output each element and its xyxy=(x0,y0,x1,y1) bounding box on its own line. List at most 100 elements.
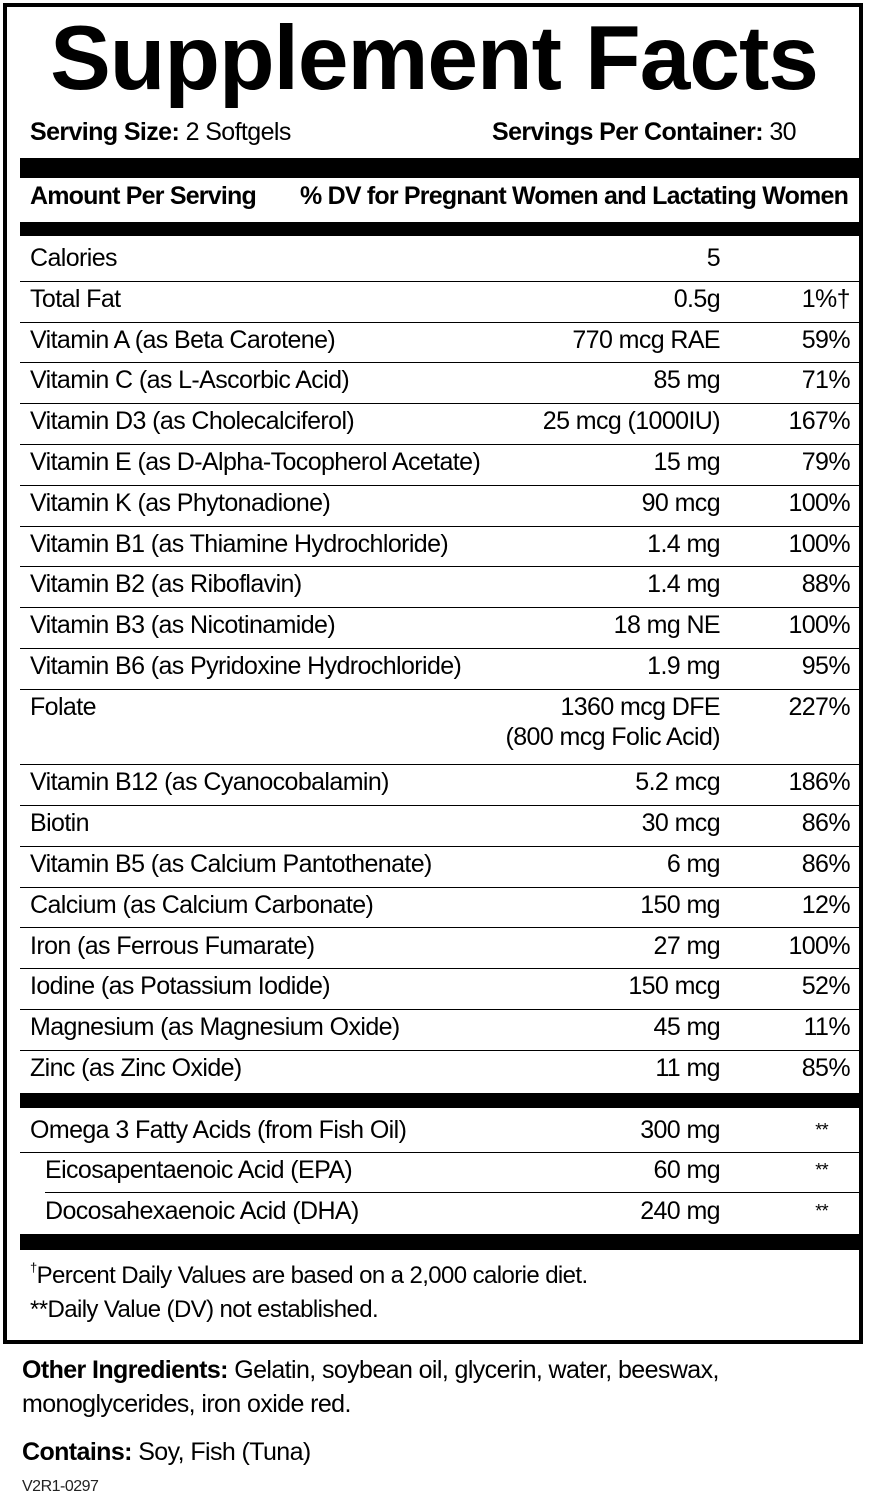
nutrient-row: Total Fat 0.5g 1%† xyxy=(20,281,860,323)
nutrient-amount: 18 mg NE xyxy=(613,611,721,640)
nutrient-row: Vitamin D3 (as Cholecalciferol) 25 mcg (1… xyxy=(20,403,860,445)
nutrient-dv: 88% xyxy=(801,570,851,599)
other-ingredients-text: Gelatin, soybean oil, glycerin, water, b… xyxy=(22,1356,719,1418)
servings-per-container-value: 30 xyxy=(769,118,796,146)
footnote-double-star: **Daily Value (DV) not established. xyxy=(30,1296,379,1323)
nutrient-name: Folate xyxy=(30,692,96,721)
nutrient-name: Vitamin B12 (as Cyanocobalamin) xyxy=(30,768,390,797)
supplement-facts-panel xyxy=(3,3,863,1344)
contains: Contains: Soy, Fish (Tuna) xyxy=(22,1435,822,1469)
nutrient-row: Vitamin B5 (as Calcium Pantothenate) 6 mg… xyxy=(20,846,860,888)
nutrient-dv: 100% xyxy=(788,529,850,558)
amount-line: 1360 mcg DFE xyxy=(560,692,720,721)
nutrient-dv: 227% xyxy=(788,692,850,721)
nutrient-dv: ** xyxy=(815,1160,828,1180)
nutrient-row: Vitamin C (as L-Ascorbic Acid) 85 mg 71% xyxy=(20,362,860,405)
nutrient-row: Vitamin E (as D-Alpha-Tocopherol Acetate… xyxy=(20,444,860,486)
product-code: V2R1-0297 xyxy=(22,1478,99,1495)
nutrient-row: Magnesium (as Magnesium Oxide) 45 mg 11% xyxy=(20,1009,860,1051)
nutrient-name: Iodine (as Potassium Iodide) xyxy=(30,972,331,1001)
nutrient-amount: 240 mg xyxy=(640,1197,720,1225)
nutrient-dv: 1%† xyxy=(801,284,851,313)
nutrient-dv: 95% xyxy=(801,652,851,680)
nutrient-row: Calcium (as Calcium Carbonate) 150 mg 12% xyxy=(20,887,860,929)
nutrient-dv: 186% xyxy=(788,768,850,797)
nutrient-row: Vitamin B1 (as Thiamine Hydrochloride) 1.… xyxy=(20,526,860,568)
nutrient-amount: 5.2 mcg xyxy=(635,768,720,797)
nutrient-amount: 5 xyxy=(706,244,721,272)
nutrient-amount: 1.9 mg xyxy=(647,652,720,680)
nutrient-dv: 86% xyxy=(801,849,851,878)
nutrient-name: Calories xyxy=(30,244,118,272)
nutrient-dv: 52% xyxy=(801,972,851,1001)
panel-title: Supplement Facts xyxy=(50,8,819,109)
nutrient-name: Omega 3 Fatty Acids (from Fish Oil) xyxy=(30,1116,407,1144)
nutrient-amount: 1.4 mg xyxy=(647,570,720,599)
nutrient-dv: 71% xyxy=(801,366,851,395)
amount-per-serving-header: Amount Per Serving xyxy=(30,182,257,210)
footnote-dagger-text: Percent Daily Values are based on a 2,00… xyxy=(36,1262,589,1289)
serving-size-value: 2 Softgels xyxy=(185,118,292,146)
nutrient-amount: 85 mg xyxy=(653,366,721,395)
nutrient-amount: 30 mcg xyxy=(641,809,721,838)
nutrient-amount: 0.5g xyxy=(673,284,721,313)
nutrient-name: Iron (as Ferrous Fumarate) xyxy=(30,931,315,960)
divider-bar xyxy=(20,1234,860,1250)
nutrient-row: Iodine (as Potassium Iodide) 150 mcg 52% xyxy=(20,968,860,1011)
divider-bar xyxy=(20,158,860,178)
nutrient-amount: 60 mg xyxy=(653,1156,721,1184)
nutrient-name: Calcium (as Calcium Carbonate) xyxy=(30,890,374,919)
nutrient-amount: 1.4 mg xyxy=(647,529,720,558)
nutrient-amount: 45 mg xyxy=(653,1013,721,1042)
nutrient-dv: 59% xyxy=(801,325,851,354)
nutrient-name: Vitamin B3 (as Nicotinamide) xyxy=(30,611,336,640)
nutrient-row: Vitamin B6 (as Pyridoxine Hydrochloride)… xyxy=(20,648,860,690)
nutrient-name: Vitamin K (as Phytonadione) xyxy=(30,488,331,517)
dv-header: % DV for Pregnant Women and Lactating Wo… xyxy=(300,182,849,210)
nutrient-dv: 100% xyxy=(788,611,850,640)
serving-size: Serving Size: 2 Softgels xyxy=(30,118,291,147)
nutrient-amount: 6 mg xyxy=(666,849,721,878)
nutrient-row: Vitamin A (as Beta Carotene) 770 mcg RAE 5… xyxy=(20,322,860,364)
nutrient-name: Eicosapentaenoic Acid (EPA) xyxy=(45,1156,353,1184)
nutrient-row: Iron (as Ferrous Fumarate) 27 mg 100% xyxy=(20,928,860,970)
nutrient-dv: 11% xyxy=(803,1013,851,1042)
nutrient-dv: ** xyxy=(815,1201,828,1221)
nutrient-name: Vitamin C (as L-Ascorbic Acid) xyxy=(30,366,350,395)
nutrient-amount: 11 mg xyxy=(655,1053,720,1082)
nutrient-row: Vitamin B2 (as Riboflavin) 1.4 mg 88% xyxy=(20,566,860,609)
nutrient-amount: 770 mcg RAE xyxy=(572,325,720,354)
divider-bar xyxy=(20,1093,860,1108)
nutrient-name: Vitamin A (as Beta Carotene) xyxy=(30,325,336,354)
divider-bar xyxy=(20,222,860,236)
nutrient-row: Zinc (as Zinc Oxide) 11 mg 85% xyxy=(20,1050,860,1091)
nutrient-dv: 12% xyxy=(801,890,851,919)
dagger-symbol: † xyxy=(30,1260,37,1275)
nutrient-row: Omega 3 Fatty Acids (from Fish Oil) 300 m… xyxy=(20,1112,860,1153)
nutrient-row: Biotin 30 mcg 86% xyxy=(20,805,860,847)
servings-per-container: Servings Per Container: 30 xyxy=(492,118,797,147)
nutrient-name: Vitamin B5 (as Calcium Pantothenate) xyxy=(30,849,432,878)
nutrient-dv: 86% xyxy=(801,809,851,838)
other-ingredients: Other Ingredients: Gelatin, soybean oil,… xyxy=(22,1353,822,1421)
other-ingredients-label: Other Ingredients: xyxy=(22,1356,228,1384)
nutrient-row: Calories 5 xyxy=(20,240,860,282)
nutrient-name: Vitamin E (as D-Alpha-Tocopherol Acetate… xyxy=(30,448,481,476)
footnote-dagger: †Percent Daily Values are based on a 2,0… xyxy=(30,1260,589,1290)
nutrient-amount: 27 mg xyxy=(653,931,721,960)
row-divider xyxy=(45,1192,860,1193)
nutrient-dv: ** xyxy=(815,1120,828,1140)
amount-line-secondary: (800 mcg Folic Acid) xyxy=(505,722,721,751)
nutrient-name: Magnesium (as Magnesium Oxide) xyxy=(30,1013,400,1042)
nutrient-row: Eicosapentaenoic Acid (EPA) 60 mg ** xyxy=(20,1152,860,1193)
nutrient-name: Total Fat xyxy=(30,284,121,313)
nutrient-amount: 300 mg xyxy=(640,1116,720,1144)
nutrient-dv: 79% xyxy=(801,448,851,476)
nutrient-amount: 25 mcg (1000IU) xyxy=(542,407,721,436)
nutrient-row: Vitamin B3 (as Nicotinamide) 18 mg NE 100% xyxy=(20,607,860,649)
nutrient-row: Docosahexaenoic Acid (DHA) 240 mg ** xyxy=(20,1193,860,1234)
nutrient-dv: 85% xyxy=(801,1053,851,1082)
nutrient-dv: 100% xyxy=(788,488,850,517)
nutrient-row: Vitamin K (as Phytonadione) 90 mcg 100% xyxy=(20,485,860,527)
nutrient-dv: 100% xyxy=(788,931,850,960)
